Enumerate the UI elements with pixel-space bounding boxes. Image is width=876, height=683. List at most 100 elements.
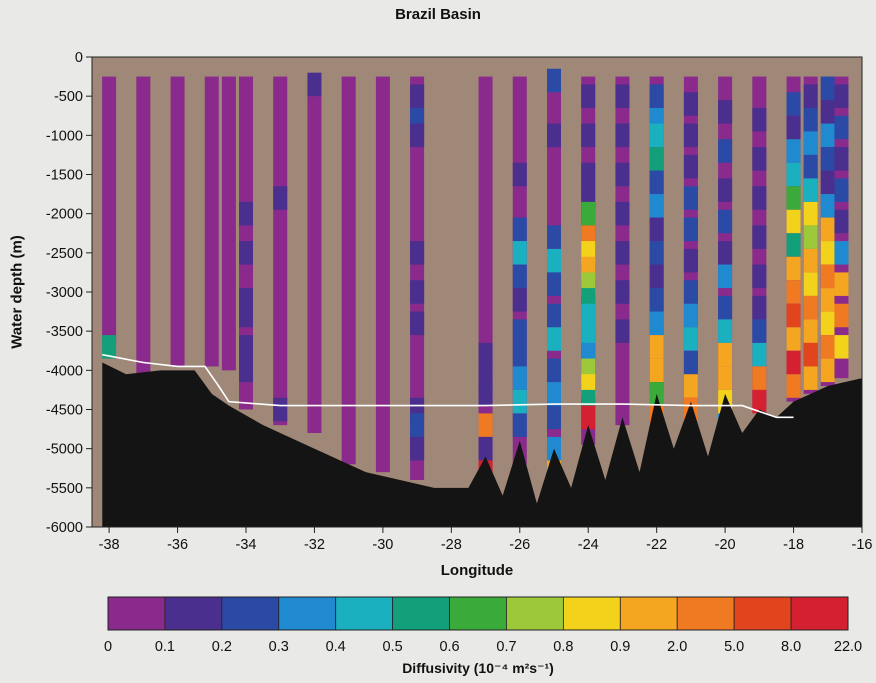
heatmap-cell [803,272,818,296]
colorbar-swatch [164,596,223,631]
heatmap-cell [512,413,527,437]
heatmap-cell [834,272,849,296]
heatmap-cell [786,303,801,328]
profile-column [547,68,561,488]
heatmap-cell [615,319,630,343]
colorbar-swatch [392,596,450,631]
x-tick-label: -22 [646,537,667,553]
heatmap-cell [752,295,767,320]
heatmap-cell [581,84,596,108]
y-tick-label: -6000 [46,520,83,536]
heatmap-cell [718,319,733,343]
x-axis-label: Longitude [440,562,514,579]
colorbar-tick-label: 0.2 [212,639,232,655]
heatmap-cell [649,147,664,171]
heatmap-cell [718,295,733,320]
heatmap-cell [547,382,561,406]
y-tick-label: -4500 [46,403,83,419]
heatmap-cell [683,186,698,210]
heatmap-cell [239,358,253,383]
heatmap-cell [410,280,425,304]
heatmap-cell [718,139,733,163]
profile-column [170,76,185,367]
heatmap-cell [512,366,527,390]
profile-column [221,76,236,371]
heatmap-cell [820,100,835,124]
heatmap-cell [512,264,527,289]
colorbar-tick-label: 0.4 [326,639,346,655]
x-tick-label: -16 [852,537,873,553]
heatmap-cell [512,241,527,265]
heatmap-cell [547,123,561,148]
heatmap-cell [803,154,818,179]
heatmap-cell [410,123,425,148]
heatmap-cell [478,382,493,406]
heatmap-cell [786,209,801,234]
profile-column [615,76,630,426]
profile-column [718,76,733,437]
x-tick-label: -26 [509,537,530,553]
profile-base-cell [136,76,151,375]
heatmap-cell [649,194,664,218]
profile-column [478,76,493,484]
heatmap-cell [683,123,698,148]
heatmap-cell [820,311,835,336]
y-tick-label: -500 [54,89,83,105]
heatmap-cell [615,201,630,226]
heatmap-cell [803,107,818,132]
y-tick-label: -4000 [46,363,83,379]
heatmap-cell [239,303,253,328]
colorbar-swatch [506,596,564,631]
colorbar-tick-label: 2.0 [667,639,687,655]
colorbar-tick-label: 0.8 [553,639,573,655]
colorbar-tick-label: 8.0 [781,639,801,655]
heatmap-cell [786,280,801,304]
colorbar-swatch [619,596,678,631]
profile-column [581,76,596,445]
colorbar-tick-label: 0.1 [155,639,175,655]
heatmap-cell [820,241,835,265]
heatmap-cell [803,366,818,390]
profile-column [375,76,390,473]
heatmap-cell [752,389,767,414]
profile-column [683,76,698,422]
profile-column [803,76,818,394]
heatmap-cell [786,162,801,187]
heatmap-cell [752,107,767,132]
heatmap-cell [547,303,561,328]
heatmap-cell [803,131,818,155]
profile-base-cell [273,76,288,426]
profile-column [273,76,288,426]
x-tick-label: -34 [236,537,257,553]
heatmap-cell [786,92,801,116]
profile-column [512,76,527,465]
profile-column [102,76,117,359]
heatmap-cell [547,327,561,351]
colorbar-swatch [733,596,792,631]
colorbar-swatch [449,596,507,631]
heatmap-cell [786,139,801,163]
heatmap-cell [581,201,596,226]
heatmap-cell [478,436,493,461]
heatmap-cell [803,84,818,108]
heatmap-cell [786,233,801,257]
heatmap-cell [834,84,849,108]
x-tick-label: -32 [304,537,325,553]
heatmap-cell [683,303,698,328]
heatmap-cell [718,264,733,289]
heatmap-cell [803,248,818,273]
x-tick-label: -20 [715,537,736,553]
profile-base-cell [221,76,236,371]
profile-column [204,76,219,367]
heatmap-cell [102,335,117,359]
colorbar-tick-label: 0.9 [610,639,630,655]
profile-column [136,76,151,375]
heatmap-cell [834,335,849,359]
heatmap-cell [820,217,835,242]
heatmap-cell [649,335,664,359]
heatmap-cell [834,178,849,202]
x-tick-label: -18 [783,537,804,553]
heatmap-cell [752,342,767,367]
heatmap-cell [581,123,596,148]
profile-column [752,76,767,414]
